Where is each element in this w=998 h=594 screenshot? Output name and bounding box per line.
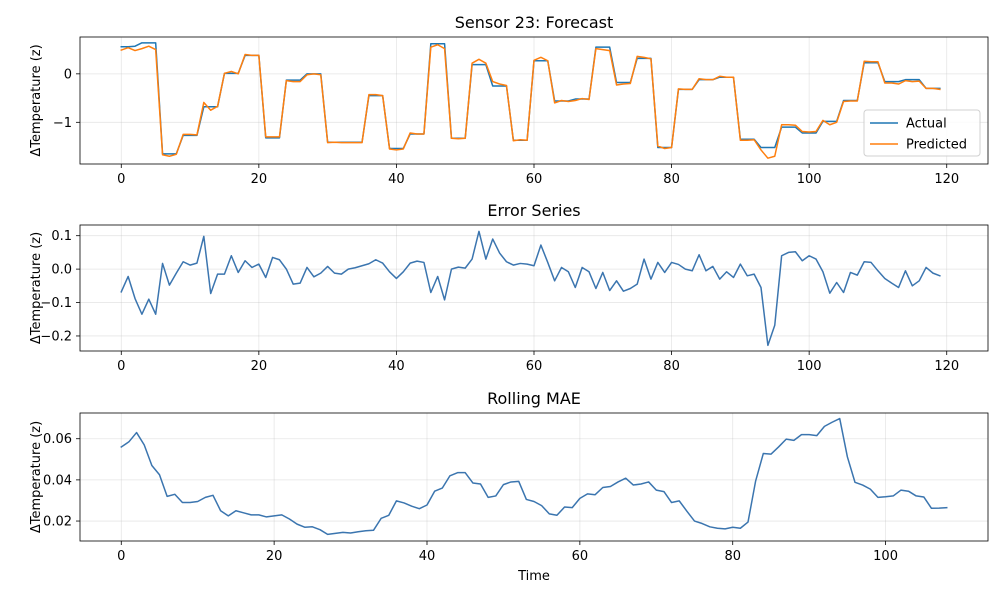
y-tick-label: 0.0 — [51, 263, 72, 278]
chart-title: Rolling MAE — [487, 389, 581, 408]
y-tick-label: −1 — [53, 116, 72, 131]
x-tick-label: 20 — [251, 172, 268, 187]
chart-title: Error Series — [487, 201, 580, 220]
x-tick-label: 0 — [117, 172, 125, 187]
legend-label: Actual — [906, 117, 947, 132]
y-tick-label: −0.1 — [40, 296, 72, 311]
x-tick-label: 20 — [266, 549, 283, 564]
series-line-predicted — [120, 44, 941, 159]
axes-frame — [79, 412, 989, 542]
x-tick-label: 80 — [663, 359, 680, 374]
chart-panel-2: 0 20 40 60 80 100 120 0.1 0.0 −0.1 −0.2 Error Serie… — [29, 201, 989, 374]
x-tick-label: 40 — [419, 549, 436, 564]
x-tick-label: 80 — [724, 549, 741, 564]
y-tick-label: 0.1 — [51, 229, 72, 244]
x-tick-label: 120 — [934, 359, 959, 374]
y-axis-label: ΔTemperature (z) — [29, 232, 44, 344]
x-tick-label: 60 — [572, 549, 589, 564]
x-tick-label: 80 — [663, 172, 680, 187]
x-tick-label: 40 — [388, 359, 405, 374]
x-tick-label: 40 — [388, 172, 405, 187]
y-axis-label: ΔTemperature (z) — [29, 421, 44, 533]
y-tick-label: 0.02 — [43, 515, 72, 530]
x-tick-label: 20 — [251, 359, 268, 374]
legend-label: Predicted — [906, 138, 967, 153]
x-tick-label: 100 — [797, 359, 822, 374]
x-tick-label: 60 — [526, 172, 543, 187]
legend: Actual Predicted — [863, 109, 981, 157]
y-tick-label: 0.06 — [43, 432, 72, 447]
y-tick-label: 0 — [64, 67, 72, 82]
x-tick-label: 100 — [797, 172, 822, 187]
x-tick-label: 0 — [117, 359, 125, 374]
x-tick-label: 0 — [117, 549, 125, 564]
x-tick-label: 100 — [873, 549, 898, 564]
y-axis-label: ΔTemperature (z) — [29, 44, 44, 156]
chart-panel-1: 0 20 40 60 80 100 120 0 −1 Sensor 23: Forecast ΔTe… — [29, 13, 989, 187]
chart-title: Sensor 23: Forecast — [455, 13, 613, 32]
x-tick-label: 120 — [934, 172, 959, 187]
y-tick-label: −0.2 — [40, 329, 72, 344]
y-tick-label: 0.04 — [43, 473, 72, 488]
series-line-main — [120, 417, 948, 536]
series-line-main — [120, 230, 941, 347]
chart-panel-3: 0 20 40 60 80 100 0.06 0.04 0.02 Rolling MAE ΔTemp… — [29, 389, 989, 584]
x-axis-label: Time — [517, 569, 550, 584]
x-tick-label: 60 — [526, 359, 543, 374]
